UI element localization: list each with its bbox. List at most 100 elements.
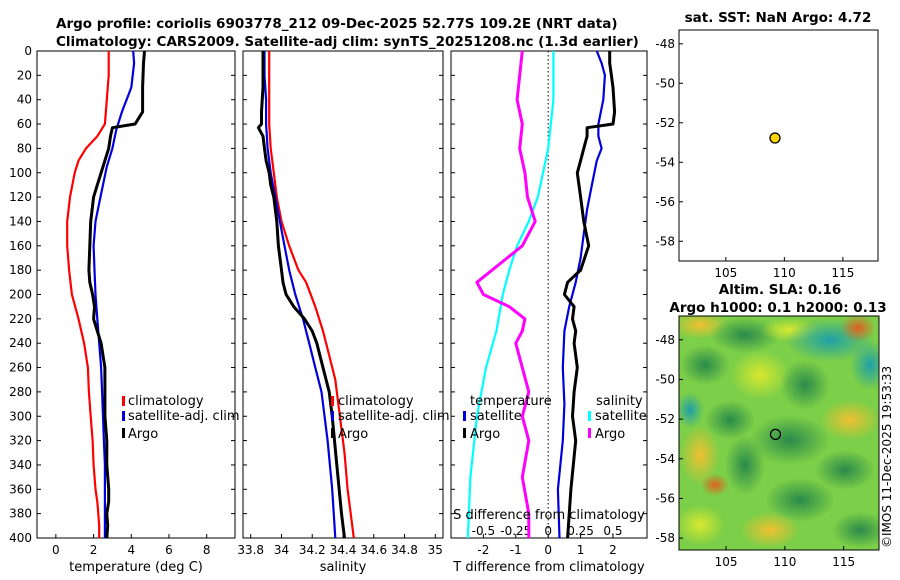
legend-swatch-s-argo bbox=[588, 428, 591, 438]
sla-blob bbox=[725, 435, 765, 495]
argo-location-marker bbox=[769, 428, 782, 441]
legend-swatch-climatology bbox=[331, 396, 334, 406]
legend-swatch-t-satellite bbox=[463, 411, 466, 421]
sla-map-axes-box bbox=[678, 315, 880, 551]
top-tick-label: 0.25 bbox=[567, 524, 594, 538]
sla-blob bbox=[679, 392, 704, 428]
sla-field-blobs bbox=[679, 316, 879, 548]
x-tick-label: 4 bbox=[127, 543, 135, 557]
y-tick-label: 20 bbox=[17, 68, 32, 82]
y-tick-label: 340 bbox=[9, 458, 32, 472]
top-tick-label: -0.5 bbox=[472, 524, 495, 538]
sla-blob bbox=[680, 425, 720, 485]
x-tick-label: 2 bbox=[90, 543, 98, 557]
sla-blob bbox=[832, 512, 879, 548]
legend-label-s-satellite: satellite bbox=[595, 409, 647, 424]
sla-blob bbox=[850, 340, 879, 390]
y-tick-label: 260 bbox=[9, 361, 32, 375]
x-tick-label: 34.8 bbox=[391, 543, 418, 557]
map-x-tick-label: 115 bbox=[831, 266, 854, 280]
legend-label-t-argo: Argo bbox=[470, 427, 500, 442]
temperature-xlabel: temperature (deg C) bbox=[69, 560, 203, 575]
temperature-axes-box bbox=[36, 50, 236, 539]
series-climatology bbox=[268, 51, 355, 539]
x-tick-label: 34.6 bbox=[360, 543, 387, 557]
legend-title-temperature: temperature bbox=[470, 394, 552, 409]
legend-label-satellite-clim: satellite-adj. clim bbox=[128, 409, 240, 424]
legend-swatch-satellite-clim bbox=[331, 411, 334, 421]
x-tick-label: 8 bbox=[203, 543, 211, 557]
map-y-tick-label: -54 bbox=[655, 452, 675, 466]
difference-axes-box bbox=[450, 50, 648, 539]
temperature-legend: climatology satellite-adj. clim Argo bbox=[122, 394, 240, 442]
sla-heatmap-field bbox=[679, 316, 879, 550]
sla-blob bbox=[730, 350, 790, 400]
x-tick-label: 0 bbox=[544, 543, 552, 557]
y-tick-label: 360 bbox=[9, 482, 32, 496]
map-y-tick-label: -50 bbox=[655, 372, 675, 386]
sla-blob bbox=[820, 400, 879, 440]
y-tick-label: 180 bbox=[9, 263, 32, 277]
series-satellite-adj-clim bbox=[263, 51, 337, 539]
top-tick-label: -0.25 bbox=[500, 524, 531, 538]
x-tick-label: 33.8 bbox=[237, 543, 264, 557]
map-y-tick-label: -52 bbox=[655, 116, 675, 130]
series-satellite-adj-clim bbox=[92, 50, 136, 538]
x-tick-label: 2 bbox=[609, 543, 617, 557]
map-y-tick-label: -54 bbox=[655, 155, 675, 169]
legend-label-climatology: climatology bbox=[338, 394, 414, 409]
map-y-tick-label: -56 bbox=[655, 491, 675, 505]
difference-xlabel: T difference from climatology bbox=[452, 560, 645, 575]
legend-swatch-t-argo bbox=[463, 428, 466, 438]
salinity-legend: climatology satellite-adj. clim Argo bbox=[331, 394, 450, 442]
x-tick-label: 6 bbox=[165, 543, 173, 557]
difference-legend: temperature satellite Argo salinity sate… bbox=[463, 394, 647, 442]
legend-swatch-climatology bbox=[122, 396, 125, 406]
legend-label-argo: Argo bbox=[338, 427, 368, 442]
map-x-tick-label: 110 bbox=[773, 266, 796, 280]
y-tick-label: 120 bbox=[9, 190, 32, 204]
y-tick-label: 40 bbox=[17, 93, 32, 107]
legend-swatch-s-satellite bbox=[588, 411, 591, 421]
sla-blob bbox=[815, 450, 875, 490]
argo-location-marker bbox=[769, 132, 781, 144]
legend-label-t-satellite: satellite bbox=[470, 409, 522, 424]
series-argo bbox=[256, 51, 346, 539]
y-tick-label: 100 bbox=[9, 166, 32, 180]
y-tick-label: 400 bbox=[9, 531, 32, 545]
legend-swatch-argo bbox=[331, 428, 334, 438]
y-tick-label: 160 bbox=[9, 239, 32, 253]
map-y-tick-label: -58 bbox=[655, 234, 675, 248]
series-s-satellite bbox=[466, 51, 555, 539]
y-tick-label: 80 bbox=[17, 141, 32, 155]
sla-blob bbox=[679, 505, 725, 545]
x-tick-label: 35 bbox=[428, 543, 443, 557]
top-tick-label: 0.5 bbox=[603, 524, 622, 538]
x-tick-label: 34.2 bbox=[299, 543, 326, 557]
map-y-tick-label: -48 bbox=[655, 37, 675, 51]
x-tick-label: -1 bbox=[510, 543, 522, 557]
header-line2: Climatology: CARS2009. Satellite-adj cli… bbox=[56, 34, 639, 50]
sla-blob bbox=[765, 478, 835, 522]
x-tick-label: 34.4 bbox=[330, 543, 357, 557]
legend-label-satellite-clim: satellite-adj. clim bbox=[338, 409, 450, 424]
y-tick-label: 140 bbox=[9, 214, 32, 228]
map-y-tick-label: -48 bbox=[655, 333, 675, 347]
series-t-satellite bbox=[556, 50, 607, 539]
map-x-tick-label: 110 bbox=[773, 555, 796, 569]
difference-panel: -2 -1 0 1 2 -0.5 -0.25 0 0.25 0.5 T difference fr… bbox=[450, 50, 648, 575]
sla-blob bbox=[840, 316, 876, 342]
sla-map-panel: Altim. SLA: 0.16 Argo h1000: 0.1 h2000: … bbox=[655, 282, 886, 569]
y-tick-label: 0 bbox=[24, 44, 32, 58]
y-tick-label: 60 bbox=[17, 117, 32, 131]
sla-blob bbox=[740, 512, 800, 548]
imos-watermark: ©IMOS 11-Dec-2025 19:53:33 bbox=[880, 366, 894, 548]
series-s-argo bbox=[475, 50, 537, 538]
legend-label-s-argo: Argo bbox=[595, 427, 625, 442]
x-tick-label: 0 bbox=[52, 543, 60, 557]
series-climatology bbox=[66, 51, 110, 538]
sla-blob bbox=[680, 345, 730, 385]
map-y-tick-label: -56 bbox=[655, 195, 675, 209]
sst-map-axes-box bbox=[678, 29, 879, 262]
